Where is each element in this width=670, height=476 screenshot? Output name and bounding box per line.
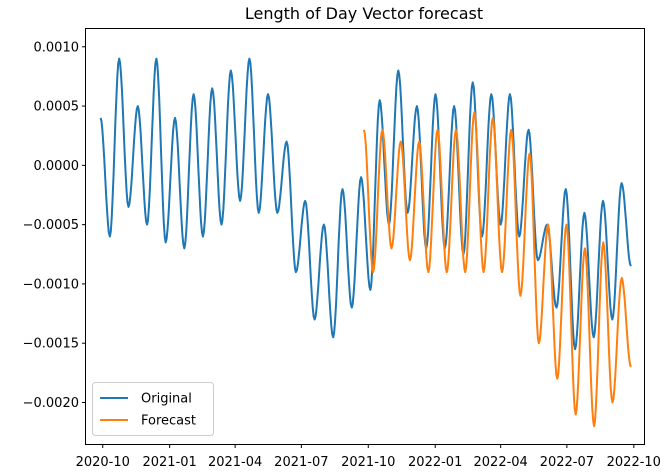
series-layer (99, 57, 632, 428)
y-tick-label: −0.0015 (23, 337, 79, 352)
legend-box (92, 382, 214, 436)
x-tick-label: 2021-07 (274, 455, 328, 470)
x-tick-label: 2021-10 (341, 455, 395, 470)
legend-label-original: Original (141, 392, 192, 407)
x-tick-label: 2020-10 (76, 455, 130, 470)
x-tick-label: 2021-01 (142, 455, 196, 470)
x-tick-label: 2022-07 (540, 455, 594, 470)
x-axis: 2020-10 2021-01 2021-04 2021-07 2021-10 2022-… (76, 444, 661, 470)
x-tick-label: 2021-04 (208, 455, 262, 470)
x-tick-label: 2022-10 (607, 455, 661, 470)
y-tick-label: 0.0005 (34, 100, 80, 115)
series-line-original (99, 57, 632, 351)
y-tick-label: 0.0000 (34, 159, 80, 174)
x-tick-label: 2022-01 (408, 455, 462, 470)
chart-title: Length of Day Vector forecast (245, 4, 483, 23)
plot-frame (85, 28, 645, 445)
y-tick-label: −0.0020 (23, 396, 79, 411)
legend-label-forecast: Forecast (141, 414, 196, 429)
series-line-forecast (362, 111, 632, 428)
y-axis: 0.0010 0.0005 0.0000 −0.0005 −0.0010 −0.0015 −… (23, 40, 86, 411)
y-tick-label: −0.0005 (23, 218, 79, 233)
x-tick-label: 2022-04 (474, 455, 528, 470)
y-tick-label: −0.0010 (23, 277, 79, 292)
legend: Original Forecast (92, 382, 214, 436)
y-tick-label: 0.0010 (34, 40, 80, 55)
